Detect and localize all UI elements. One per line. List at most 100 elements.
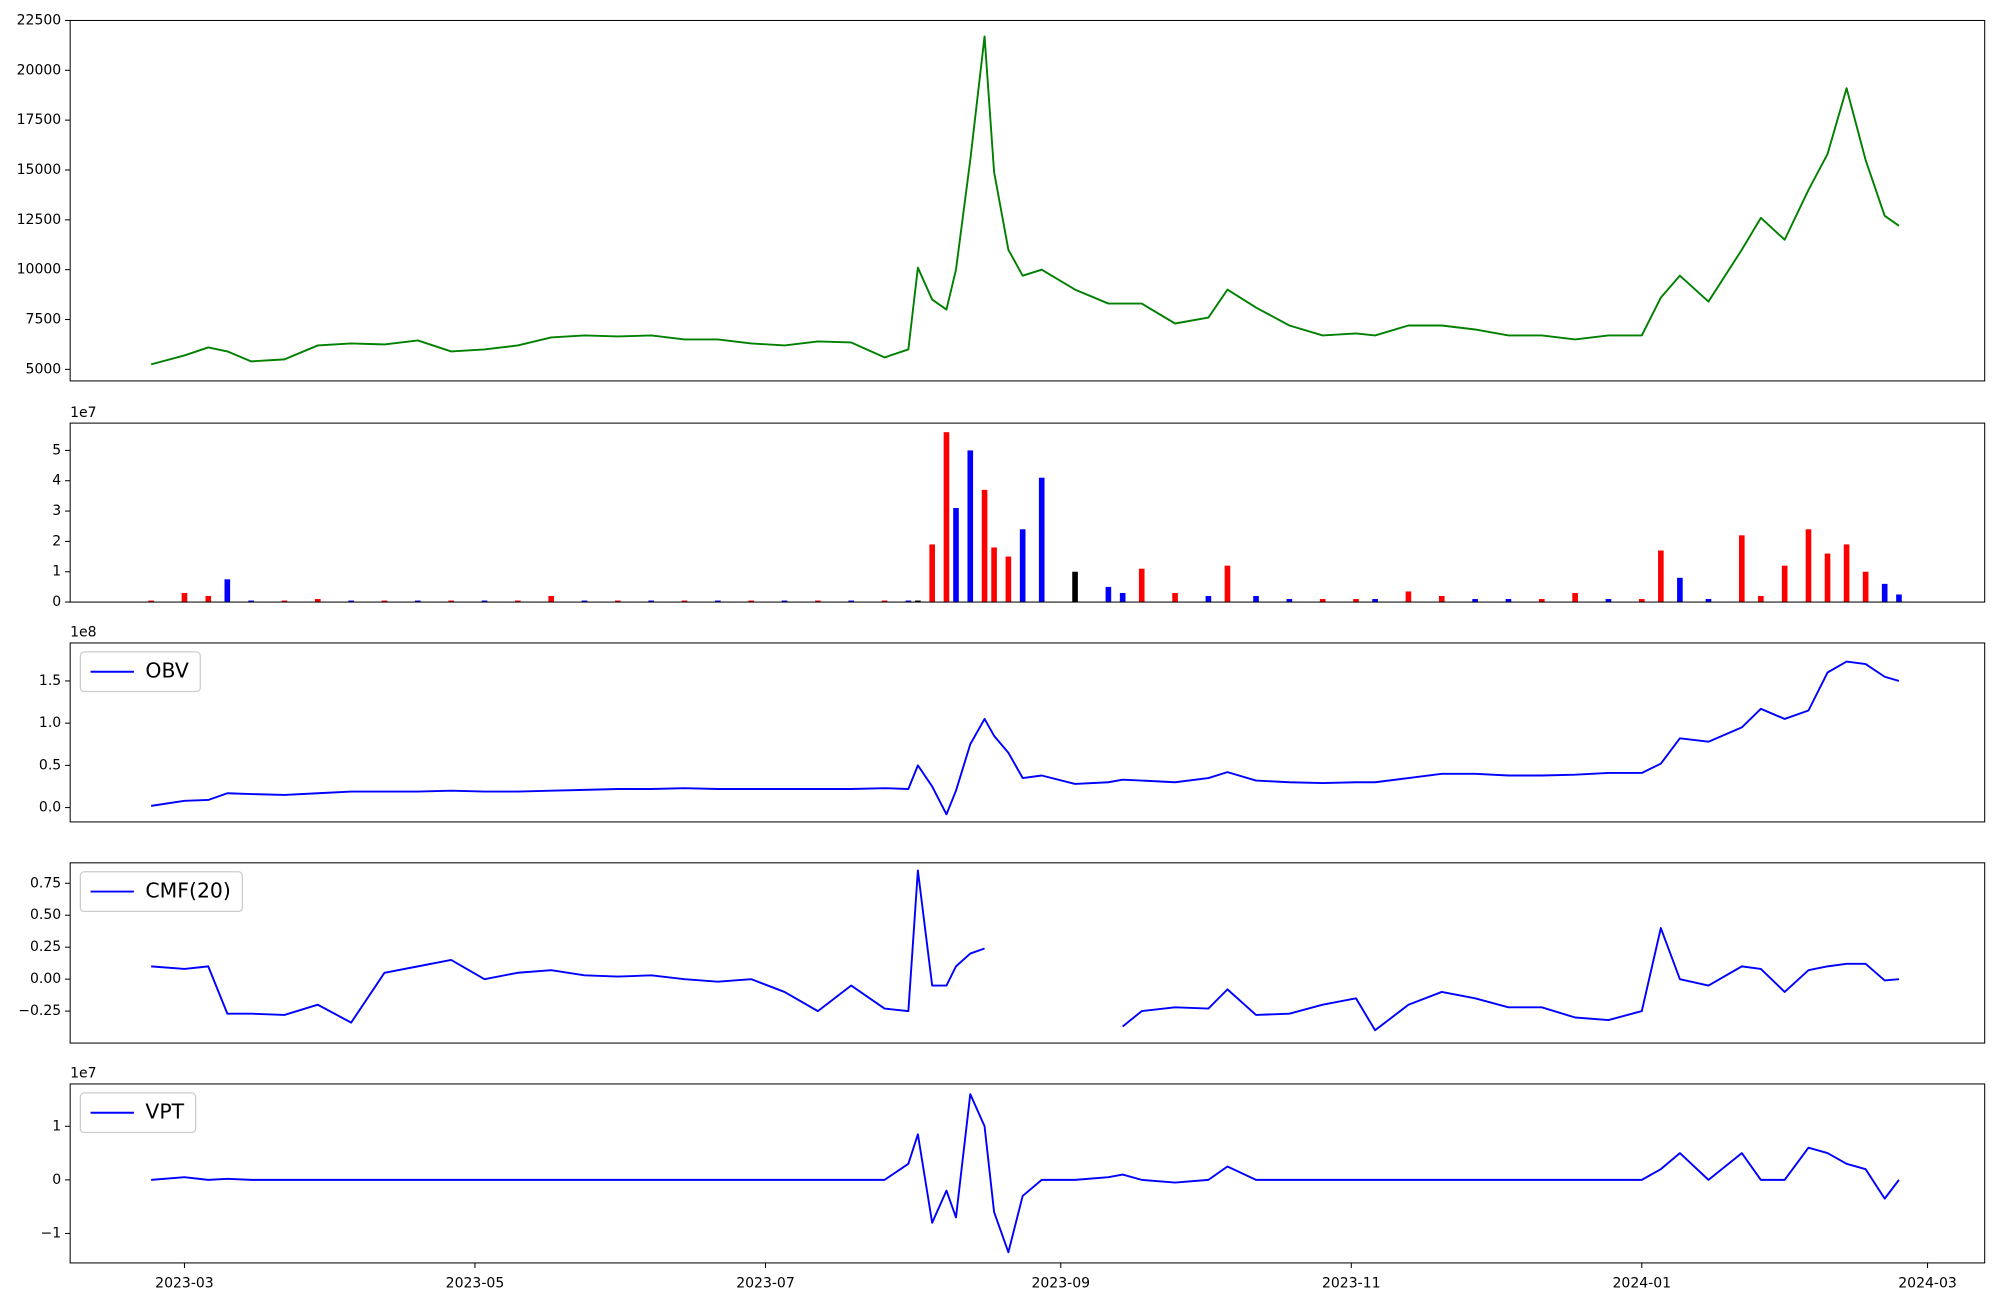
x-tick-label: 2023-09	[1031, 1275, 1090, 1291]
volume-bar	[1758, 595, 1764, 603]
panel: −0.25 0.00 0.25 0.50 0.75 CMF(20)	[18, 862, 1986, 1044]
volume-bar	[348, 600, 354, 603]
y-tick-label: 0.0	[39, 800, 61, 816]
volume-bar	[981, 489, 988, 603]
axes-frame	[69, 422, 1986, 603]
volume-bar	[1677, 577, 1683, 603]
volume-bar	[1119, 592, 1126, 603]
y-tick-label: 0.00	[30, 971, 61, 987]
y-tick-label: 10000	[17, 262, 62, 278]
volume-bar	[1224, 565, 1231, 603]
volume-bar	[715, 600, 721, 603]
volume-bar	[481, 600, 488, 603]
y-tick-label: 3	[52, 503, 61, 519]
volume-bar	[1538, 599, 1545, 603]
legend-label: VPT	[145, 1100, 184, 1124]
volume-bar	[1572, 592, 1578, 603]
volume-bar	[1505, 599, 1512, 603]
y-tick-label: 22500	[17, 12, 62, 28]
panel: 0.0 0.5 1.0 1.5 1e8 OBV	[39, 625, 1986, 823]
y-tick-label: 5000	[26, 361, 62, 377]
legend: CMF(20)	[79, 871, 243, 913]
volume-bar	[1353, 599, 1359, 603]
volume-bar	[1205, 595, 1212, 603]
volume-bar	[581, 600, 588, 603]
volume-bar	[781, 600, 788, 603]
series-line	[151, 1093, 1900, 1254]
y-tick-label: 0.25	[30, 939, 61, 955]
y-tick-label: −1	[41, 1225, 62, 1241]
volume-bar	[1824, 553, 1831, 603]
volume-bar	[224, 579, 231, 603]
legend-box	[79, 871, 243, 913]
volume-bar	[1705, 599, 1712, 603]
volume-bar	[515, 600, 521, 603]
panel: 0 1 2 3 4 5 1e7	[52, 405, 1986, 610]
volume-bar	[181, 592, 188, 603]
x-tick-label: 2023-11	[1322, 1275, 1381, 1291]
y-tick-label: 0.5	[39, 757, 61, 773]
axis-offset-label: 1e7	[70, 1066, 96, 1082]
volume-bar	[1138, 568, 1145, 603]
volume-bar	[815, 600, 821, 603]
x-tick-label: 2024-01	[1613, 1275, 1672, 1291]
axis-offset-label: 1e8	[70, 625, 96, 641]
volume-bar	[448, 600, 454, 603]
x-tick-label: 2023-07	[736, 1275, 795, 1291]
y-tick-label: 1.0	[39, 715, 61, 731]
axes-frame	[69, 862, 1986, 1044]
y-tick-label: 5	[52, 442, 61, 458]
volume-bar	[929, 544, 935, 603]
volume-bar	[648, 600, 654, 603]
volume-bar	[943, 432, 950, 603]
y-tick-label: 7500	[26, 312, 62, 328]
volume-bar	[681, 600, 688, 603]
volume-bar	[548, 595, 554, 603]
y-tick-label: 0	[52, 594, 61, 610]
volume-bar	[415, 600, 421, 603]
panel: 5000 7500 10000 12500 15000 17500 20000 22500	[17, 12, 1986, 382]
y-tick-label: 0.75	[30, 875, 61, 891]
volume-bar	[1005, 556, 1012, 603]
volume-bar	[953, 508, 959, 603]
legend-box	[79, 651, 201, 693]
volume-bar	[248, 600, 254, 603]
axis-offset-label: 1e7	[70, 405, 96, 421]
y-tick-label: 4	[52, 473, 61, 489]
volume-bar	[1372, 599, 1378, 603]
y-tick-label: 20000	[17, 62, 62, 78]
volume-bar	[748, 600, 755, 603]
volume-bar	[1805, 529, 1812, 603]
volume-bar	[1738, 535, 1745, 603]
volume-bar	[848, 600, 855, 603]
y-tick-label: 12500	[17, 212, 62, 228]
legend: VPT	[79, 1092, 197, 1134]
volume-bar	[915, 600, 921, 603]
y-tick-label: 0.50	[30, 907, 61, 923]
y-tick-label: 1	[52, 1118, 61, 1134]
series-line	[150, 35, 1900, 366]
volume-bar	[1862, 571, 1869, 603]
x-tick-label: 2023-05	[446, 1275, 505, 1291]
y-tick-label: 2	[52, 533, 61, 549]
volume-bar	[1605, 599, 1612, 603]
volume-bar	[1843, 544, 1850, 603]
y-tick-label: −0.25	[18, 1003, 61, 1019]
legend: OBV	[79, 651, 201, 693]
legend-box	[79, 1092, 197, 1134]
legend-label: CMF(20)	[145, 879, 230, 903]
volume-bar	[1038, 477, 1045, 603]
y-tick-label: 1.5	[39, 673, 61, 689]
volume-bar	[1172, 592, 1178, 603]
volume-bar	[1438, 595, 1445, 603]
volume-bar	[1781, 565, 1788, 603]
axes-frame	[69, 642, 1986, 823]
axes-frame	[69, 19, 1986, 382]
volume-bar	[381, 600, 388, 603]
volume-bar	[281, 600, 288, 603]
volume-bar	[881, 600, 888, 603]
axes-frame	[69, 1083, 1986, 1264]
volume-bar	[1253, 595, 1259, 603]
